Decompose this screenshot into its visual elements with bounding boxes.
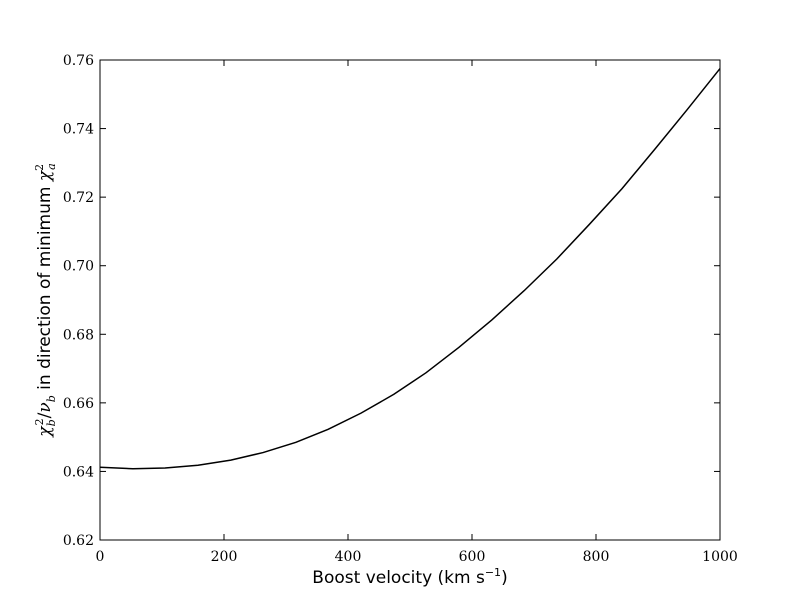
- y-label-slash: /: [35, 412, 55, 418]
- y-tick-label: 0.66: [63, 396, 94, 412]
- x-tick-label: 200: [211, 549, 238, 565]
- series-line: [99, 68, 721, 470]
- x-axis-label-text: Boost velocity (km s: [312, 568, 485, 588]
- y-tick-label: 0.76: [63, 53, 94, 69]
- series-group: [99, 68, 721, 470]
- y-tick-label: 0.62: [63, 533, 94, 549]
- y-label-sub-b: b: [45, 419, 58, 426]
- y-label-middle: in direction of minimum: [35, 181, 55, 395]
- x-axis-label-close: ): [501, 568, 508, 588]
- x-axis-label-exponent: −1: [485, 566, 501, 579]
- x-tick-label: 600: [459, 549, 486, 565]
- labels-group: 0 200 400 600 800 1000 0.62 0.64 0.66 0.68 0.70 0.7…: [63, 53, 738, 565]
- x-tick-label: 0: [96, 549, 105, 565]
- y-axis-label: χb2/νb in direction of minimum χ2a: [33, 163, 58, 437]
- y-tick-label: 0.68: [63, 327, 94, 343]
- y-label-sup-2: 2: [33, 418, 46, 425]
- y-label-sup-2b: 2: [33, 164, 46, 171]
- y-label-chi: χ: [35, 425, 55, 438]
- y-tick-label: 0.72: [63, 190, 94, 206]
- x-tick-label: 800: [583, 549, 610, 565]
- x-tick-label: 1000: [702, 549, 738, 565]
- y-label-nu: ν: [35, 402, 55, 412]
- y-label-sub-a: a: [45, 163, 58, 170]
- y-label-chi2: χ: [35, 169, 55, 182]
- x-tick-label: 400: [335, 549, 362, 565]
- x-axis-label: Boost velocity (km s−1): [312, 566, 507, 588]
- y-tick-label: 0.70: [63, 259, 94, 275]
- y-tick-label: 0.74: [63, 122, 94, 138]
- y-label-sub-b2: b: [45, 395, 58, 402]
- y-tick-label: 0.64: [63, 464, 94, 480]
- plot-frame: [99, 59, 721, 541]
